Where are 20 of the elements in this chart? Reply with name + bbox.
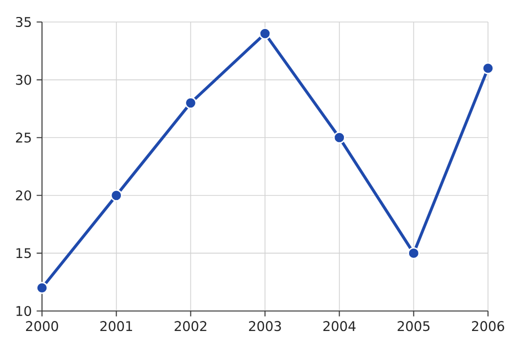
point [184, 96, 197, 109]
x-tick-label: 2006 [472, 321, 504, 332]
point [36, 282, 48, 294]
point [482, 62, 494, 74]
x-tick-label: 2004 [323, 321, 356, 332]
x-tick-label: 2002 [174, 321, 206, 332]
point [110, 189, 122, 202]
x-tick-label: 2001 [100, 321, 132, 332]
y-tick-label: 15 [16, 248, 31, 258]
point [259, 28, 272, 40]
x-tick-label: 2000 [26, 321, 58, 332]
point [333, 132, 346, 144]
y-tick-label: 25 [16, 132, 31, 143]
x-tick-label: 2005 [398, 321, 430, 332]
y-tick-label: 35 [16, 16, 31, 28]
x-tick-label: 2003 [249, 321, 281, 332]
y-tick-label: 30 [16, 74, 32, 85]
y-tick-label: 20 [16, 190, 32, 200]
y-tick-label: 10 [16, 306, 32, 316]
point [408, 247, 420, 260]
